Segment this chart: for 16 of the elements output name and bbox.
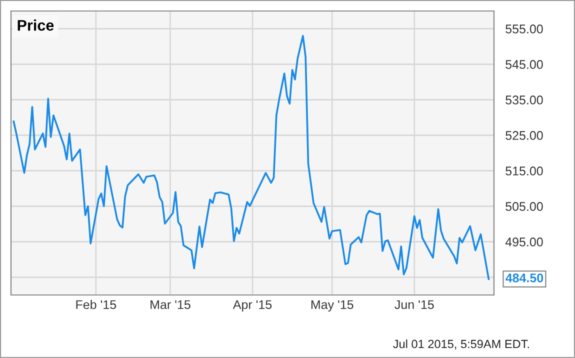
line-series bbox=[12, 34, 490, 280]
y-tick-label: 505.00 bbox=[506, 202, 543, 211]
x-tick-label: Apr '15 bbox=[232, 300, 272, 312]
text: Jul 01 2015, 5:59AM EDT. bbox=[393, 339, 529, 350]
y-tick-label: 555.00 bbox=[506, 24, 543, 34]
x-tick-label: May '15 bbox=[311, 300, 354, 312]
annotation: 484.50 bbox=[506, 274, 544, 282]
chart-title: Price bbox=[18, 20, 54, 31]
y-tick-label: 495.00 bbox=[505, 238, 543, 246]
y-tick-label: 535.00 bbox=[506, 96, 543, 104]
y-tick-label: 525.00 bbox=[506, 131, 543, 140]
y-tick-label: 515.00 bbox=[506, 166, 543, 176]
x-tick-label: Mar '15 bbox=[150, 300, 190, 310]
x-tick-label: Feb '15 bbox=[76, 300, 116, 310]
x-tick-label: Jun '15 bbox=[394, 300, 434, 310]
y-tick-label: 545.00 bbox=[506, 60, 543, 69]
